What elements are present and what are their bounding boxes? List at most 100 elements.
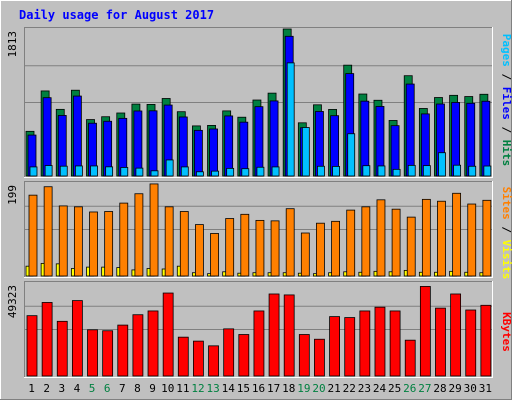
x-tick-label: 29 (449, 382, 462, 395)
legend-separator: / (500, 220, 512, 240)
x-tick-label: 23 (358, 382, 371, 395)
bar-kbytes (132, 314, 144, 377)
bar-kbytes (268, 293, 280, 377)
bar-sites (149, 183, 159, 277)
bar-sites (331, 220, 340, 277)
y-axis-max-label: 49323 (6, 285, 19, 318)
y-axis-max-label: 1813 (6, 31, 19, 58)
bar-pages (377, 165, 386, 177)
bar-kbytes (223, 328, 235, 377)
bar-sites (467, 203, 477, 277)
bar-files (405, 83, 415, 177)
bar-files (42, 97, 52, 177)
x-tick-label: 12 (191, 382, 204, 395)
bar-pages (453, 164, 462, 177)
bar-pages (165, 159, 174, 177)
bar-pages (483, 165, 492, 177)
x-tick-label: 5 (89, 382, 96, 395)
bar-kbytes (298, 334, 310, 377)
bar-sites (195, 224, 204, 277)
bar-files (254, 106, 264, 177)
x-tick-label: 31 (479, 382, 492, 395)
bar-kbytes (465, 309, 477, 377)
x-tick-label: 1 (28, 382, 35, 395)
bar-kbytes (193, 340, 204, 377)
x-tick-label: 13 (206, 382, 219, 395)
x-tick-label: 18 (282, 382, 295, 395)
x-tick-label: 2 (43, 382, 50, 395)
bar-sites (119, 202, 129, 277)
x-tick-label: 14 (222, 382, 236, 395)
bar-pages (271, 166, 280, 177)
bar-sites (270, 220, 280, 277)
bar-sites (376, 199, 386, 277)
x-tick-label: 30 (464, 382, 477, 395)
bar-files (194, 129, 203, 177)
legend-visits: Visits (500, 240, 512, 280)
bar-pages (150, 170, 159, 177)
x-tick-label: 3 (59, 382, 66, 395)
bar-pages (29, 166, 38, 177)
bar-kbytes (435, 307, 446, 377)
bar-pages (301, 127, 310, 177)
bar-files (148, 110, 158, 177)
bar-kbytes (208, 345, 219, 377)
bar-pages (438, 152, 446, 177)
bar-sites (437, 200, 446, 277)
x-tick-label: 28 (433, 382, 446, 395)
legend-separator: / (500, 67, 512, 87)
bar-pages (407, 164, 416, 177)
bar-pages (59, 165, 68, 177)
chart-title: Daily usage for August 2017 (19, 8, 214, 22)
bar-kbytes (56, 320, 68, 377)
bar-kbytes (102, 330, 114, 377)
bar-sites (285, 208, 295, 277)
bar-kbytes (147, 310, 159, 377)
bar-sites (406, 216, 416, 277)
bar-kbytes (374, 306, 386, 377)
bar-pages (105, 166, 114, 177)
bar-kbytes (329, 316, 340, 377)
bar-sites (164, 206, 174, 277)
bar-pages (317, 165, 325, 177)
legend-sites-visits: Sites / Visits (500, 187, 512, 280)
bar-sites (421, 198, 431, 277)
bar-pages (256, 166, 265, 177)
x-tick-label: 15 (237, 382, 250, 395)
bar-pages (44, 165, 53, 177)
bar-sites (89, 211, 98, 277)
bar-kbytes (71, 300, 83, 377)
x-tick-label: 6 (104, 382, 111, 395)
bar-files (239, 121, 249, 177)
bar-pages (120, 167, 129, 177)
bar-pages (241, 168, 250, 177)
bar-kbytes (419, 286, 431, 377)
bar-sites (43, 186, 53, 277)
x-tick-label: 20 (312, 382, 325, 395)
bar-kbytes (162, 292, 174, 377)
bar-files (133, 110, 143, 177)
bar-files (72, 95, 82, 177)
bar-pages (347, 133, 356, 177)
legend-separator: / (500, 120, 512, 140)
legend-sites: Sites (500, 187, 512, 220)
bar-kbytes (253, 310, 265, 377)
y-axis-max-label: 199 (6, 185, 19, 205)
bar-files (390, 125, 400, 177)
bar-kbytes (344, 317, 356, 377)
bar-pages (180, 166, 189, 177)
x-tick-label: 8 (134, 382, 141, 395)
bar-pages (211, 170, 219, 177)
bar-sites (58, 205, 68, 277)
x-tick-label: 9 (149, 382, 156, 395)
bar-kbytes (87, 329, 98, 377)
bar-pages (226, 167, 235, 177)
bar-pages (286, 62, 295, 177)
bar-pages (74, 165, 83, 177)
bar-kbytes (480, 304, 492, 377)
bar-sites (300, 232, 310, 277)
bar-sites (73, 206, 83, 277)
bar-pages (422, 165, 431, 177)
bar-sites (255, 219, 265, 277)
x-tick-label: 22 (343, 382, 356, 395)
